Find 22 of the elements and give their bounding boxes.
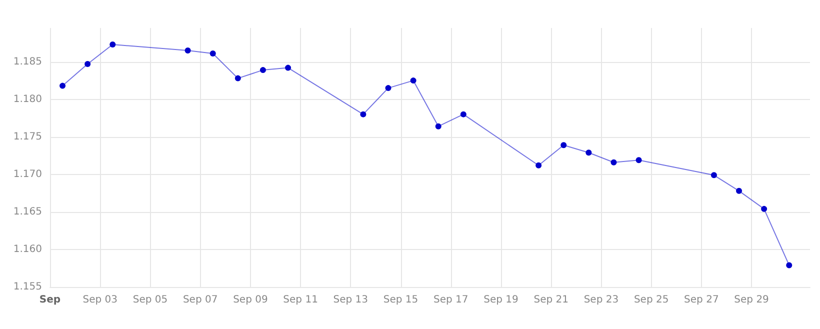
- y-tick-label: 1.160: [13, 244, 42, 255]
- y-tick-label: 1.165: [13, 206, 42, 218]
- x-tick-label: Sep 03: [82, 294, 118, 306]
- y-tick-label: 1.175: [13, 131, 42, 142]
- x-tick-label: Sep 07: [182, 294, 218, 306]
- x-tick-label: Sep 11: [283, 294, 318, 306]
- y-tick-label: 1.185: [13, 56, 42, 68]
- x-tick-label: Sep 19: [484, 294, 518, 306]
- x-tick-label: Sep 29: [734, 294, 769, 306]
- x-tick-label: Sep 21: [534, 294, 568, 306]
- x-tick-label: Sep 13: [333, 294, 368, 306]
- y-tick-label: 1.170: [13, 168, 42, 180]
- x-tick-label: Sep 17: [433, 294, 468, 306]
- x-tick-label: Sep 15: [383, 294, 418, 306]
- x-tick-label: Sep 09: [233, 294, 268, 306]
- y-tick-label: 1.155: [13, 282, 42, 292]
- x-tick-label: Sep 25: [634, 294, 669, 306]
- x-tick-label: Sep 27: [684, 294, 719, 306]
- x-tick-label: Sep: [39, 294, 61, 306]
- x-tick-label: Sep 05: [132, 294, 168, 306]
- y-tick-label: 1.180: [13, 94, 42, 105]
- x-tick-label: Sep 23: [584, 294, 619, 306]
